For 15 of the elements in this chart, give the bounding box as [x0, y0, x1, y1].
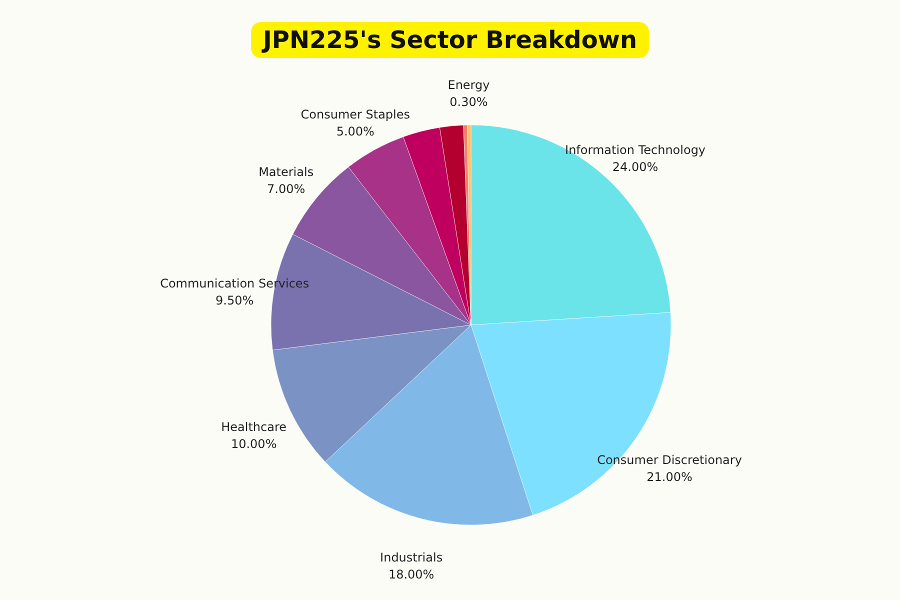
- data-label: 21.00%: [646, 470, 692, 484]
- data-label: 18.00%: [388, 567, 434, 582]
- slice-label: Consumer Staples: [300, 108, 410, 122]
- data-label: 0.30%: [450, 95, 488, 110]
- data-label: 7.00%: [267, 182, 306, 196]
- slice-label: Energy: [448, 78, 490, 92]
- slice-label: Information Technology: [565, 143, 706, 158]
- slice-label: Industrials: [380, 550, 443, 564]
- slice-label: Materials: [258, 165, 314, 180]
- data-label: 5.00%: [336, 124, 374, 139]
- data-label: 24.00%: [612, 160, 658, 174]
- chart-title: JPN225's Sector Breakdown: [250, 22, 650, 58]
- slice-label: Healthcare: [221, 420, 287, 434]
- data-label: 9.50%: [216, 294, 254, 308]
- data-label: 10.00%: [230, 437, 277, 452]
